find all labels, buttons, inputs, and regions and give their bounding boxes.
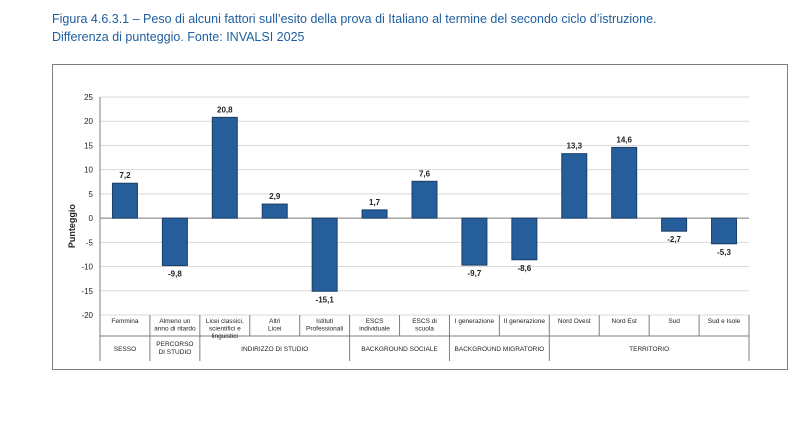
data-label: 1,7 <box>369 198 381 207</box>
category-label: scuola <box>415 326 434 333</box>
data-label: -9,7 <box>468 269 482 278</box>
y-tick-label: -5 <box>86 238 94 247</box>
group-label: TERRITORIO <box>629 346 669 353</box>
category-label: Nord Est <box>612 318 637 325</box>
bar <box>711 217 738 245</box>
y-tick-label: -10 <box>81 263 93 272</box>
bar <box>161 217 188 267</box>
group-label: BACKGROUND MIGRATORIO <box>455 346 545 353</box>
figure-caption: Figura 4.6.3.1 – Peso di alcuni fattori … <box>52 10 792 46</box>
bar <box>661 217 688 232</box>
group-label: DI STUDIO <box>158 349 191 356</box>
category-label: II generazione <box>504 318 546 325</box>
data-label: 7,2 <box>119 171 131 180</box>
data-label: 2,9 <box>269 192 281 201</box>
category-label: Femmina <box>111 318 138 325</box>
bar <box>261 203 288 219</box>
category-label: individuale <box>359 326 390 333</box>
bar <box>311 217 338 292</box>
group-label: PERCORSO <box>156 341 193 348</box>
y-tick-label: 0 <box>89 214 94 223</box>
group-label: INDIRIZZO DI STUDIO <box>241 346 308 353</box>
bar <box>511 217 538 261</box>
data-label: 7,6 <box>419 169 431 178</box>
category-label: Sud e Isole <box>708 318 741 325</box>
bar <box>461 217 488 266</box>
group-label: SESSO <box>114 346 136 353</box>
y-tick-label: 15 <box>84 141 93 150</box>
category-label: Licei classici, <box>206 318 244 325</box>
caption-line-2: Differenza di punteggio. Fonte: INVALSI … <box>52 30 305 44</box>
bar <box>211 116 238 219</box>
bar <box>611 146 638 219</box>
data-label: -15,1 <box>316 295 335 304</box>
category-label: Istituti <box>316 318 333 325</box>
data-label: -2,7 <box>667 235 681 244</box>
y-tick-label: 20 <box>84 117 93 126</box>
category-label: Almeno un <box>159 318 190 325</box>
data-label: -5,3 <box>717 248 731 257</box>
category-label: I generazione <box>455 318 495 325</box>
category-label: Licei <box>268 326 281 333</box>
category-label: ESCS di <box>412 318 437 325</box>
category-label: Altri <box>269 318 280 325</box>
y-tick-label: 5 <box>89 190 94 199</box>
data-label: 14,6 <box>616 135 632 144</box>
caption-line-1: Figura 4.6.3.1 – Peso di alcuni fattori … <box>52 12 657 26</box>
category-label: Professionali <box>306 326 343 333</box>
data-label: -9,8 <box>168 270 182 279</box>
chart-frame <box>52 64 788 370</box>
group-label: BACKGROUND SOCIALE <box>361 346 438 353</box>
category-label: linguistici <box>212 333 238 340</box>
bar <box>561 153 588 219</box>
y-tick-label: 25 <box>84 93 93 102</box>
data-label: -8,6 <box>517 264 531 273</box>
y-tick-label: 10 <box>84 166 93 175</box>
bar <box>361 209 388 219</box>
y-tick-label: -15 <box>81 287 93 296</box>
category-label: Sud <box>668 318 680 325</box>
category-label: anno di ritardo <box>154 326 196 333</box>
category-label: Nord Ovest <box>558 318 591 325</box>
category-label: ESCS <box>366 318 384 325</box>
data-label: 13,3 <box>566 142 582 151</box>
y-axis-title: Punteggio <box>67 204 77 248</box>
data-label: 20,8 <box>217 105 233 114</box>
bar <box>411 180 438 219</box>
bar <box>111 182 138 219</box>
category-label: scientifici e <box>209 326 241 333</box>
y-tick-label: -20 <box>81 311 93 320</box>
